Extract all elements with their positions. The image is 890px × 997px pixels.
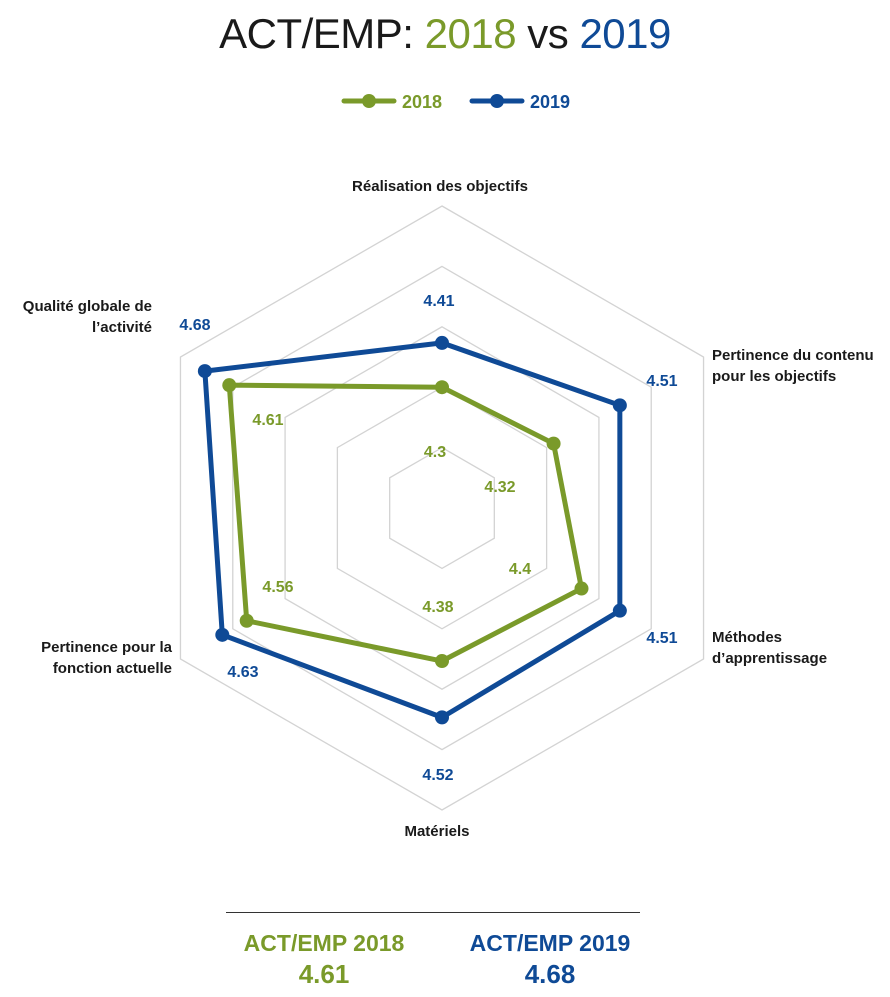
value-label-2019-2: 4.51	[646, 630, 677, 647]
axis-label-5-line-1: l’activité	[92, 319, 152, 336]
summary-2019: ACT/EMP 2019 4.68	[450, 930, 650, 990]
axis-label-0: Réalisation des objectifs	[352, 178, 528, 195]
value-label-2019-5: 4.68	[179, 317, 210, 334]
axis-label-1-line-0: Pertinence du contenu	[712, 347, 874, 364]
axis-labels: Réalisation des objectifs Pertinence du c…	[23, 178, 874, 840]
value-label-2018-0: 4.3	[424, 444, 446, 461]
axis-label-0-line-0: Réalisation des objectifs	[352, 178, 528, 195]
summary-2019-value: 4.68	[524, 959, 576, 989]
series-2019-point-2	[612, 603, 627, 618]
summary-divider	[226, 912, 640, 913]
legend-marker-2018	[362, 94, 376, 108]
series-2018-point-2	[574, 581, 589, 596]
axis-label-2-line-0: Méthodes	[712, 629, 782, 646]
series-2018-point-1	[546, 436, 561, 451]
value-label-2018-3: 4.38	[422, 599, 453, 616]
grid-ring-5	[179, 205, 705, 811]
value-label-2018-4: 4.56	[262, 579, 293, 596]
value-label-2018-1: 4.32	[484, 479, 515, 496]
series-2019-point-4	[215, 627, 230, 642]
axis-label-5-line-0: Qualité globale de	[23, 298, 152, 315]
series-2018-point-3	[435, 654, 449, 669]
axis-label-4-line-0: Pertinence pour la	[41, 639, 173, 656]
value-label-2019-0: 4.41	[423, 293, 454, 310]
series-2019-point-0	[435, 335, 449, 350]
value-label-2019-4: 4.63	[227, 664, 258, 681]
series-2018-point-4	[239, 613, 254, 628]
summary-2018-label: ACT/EMP 2018	[243, 930, 405, 956]
legend: 2018 2019	[341, 92, 570, 112]
summary-2018: ACT/EMP 2018 4.61	[224, 930, 424, 990]
grid-ring-1	[389, 446, 495, 570]
value-label-2018-2: 4.4	[509, 561, 531, 578]
axis-label-3: Matériels	[404, 823, 469, 840]
legend-label-2019: 2019	[530, 92, 570, 112]
chart-title: ACT/EMP: 2018 vs 2019	[0, 10, 890, 58]
axis-label-4-line-1: fonction actuelle	[53, 660, 172, 677]
summary-2019-label: ACT/EMP 2019	[469, 930, 631, 956]
series-2019-point-3	[435, 710, 449, 725]
legend-marker-2019	[490, 94, 504, 108]
grid-ring-3	[284, 326, 600, 690]
grid-ring-2	[336, 386, 548, 630]
series-group	[197, 335, 627, 725]
legend-label-2018: 2018	[402, 92, 442, 112]
title-vs: vs	[527, 10, 569, 57]
axis-label-1: Pertinence du contenu pour les objectifs	[712, 347, 874, 385]
axis-label-4: Pertinence pour la fonction actuelle	[41, 639, 173, 677]
value-label-2019-3: 4.52	[422, 767, 453, 784]
axis-label-2-line-1: d’apprentissage	[712, 650, 827, 667]
axis-label-1-line-1: pour les objectifs	[712, 368, 836, 385]
axis-label-2: Méthodes d’apprentissage	[712, 629, 827, 667]
series-2019-point-5	[197, 364, 212, 379]
axis-label-3-line-0: Matériels	[404, 823, 469, 840]
value-labels: 4.3 4.32 4.4 4.38 4.56 4.61 4.41 4.51 4.51 4.52 4.…	[179, 293, 677, 784]
summary-2018-value: 4.61	[298, 959, 350, 989]
series-2019-line	[202, 340, 623, 720]
series-2018-point-5	[222, 378, 237, 393]
title-year-2018: 2018	[424, 10, 517, 57]
axis-label-5: Qualité globale de l’activité	[23, 298, 152, 336]
title-year-2019: 2019	[579, 10, 671, 57]
series-2019-point-1	[612, 398, 627, 413]
title-prefix: ACT/EMP:	[219, 10, 414, 57]
value-label-2018-5: 4.61	[252, 412, 283, 429]
series-2018-point-0	[435, 380, 449, 395]
value-label-2019-1: 4.51	[646, 373, 677, 390]
